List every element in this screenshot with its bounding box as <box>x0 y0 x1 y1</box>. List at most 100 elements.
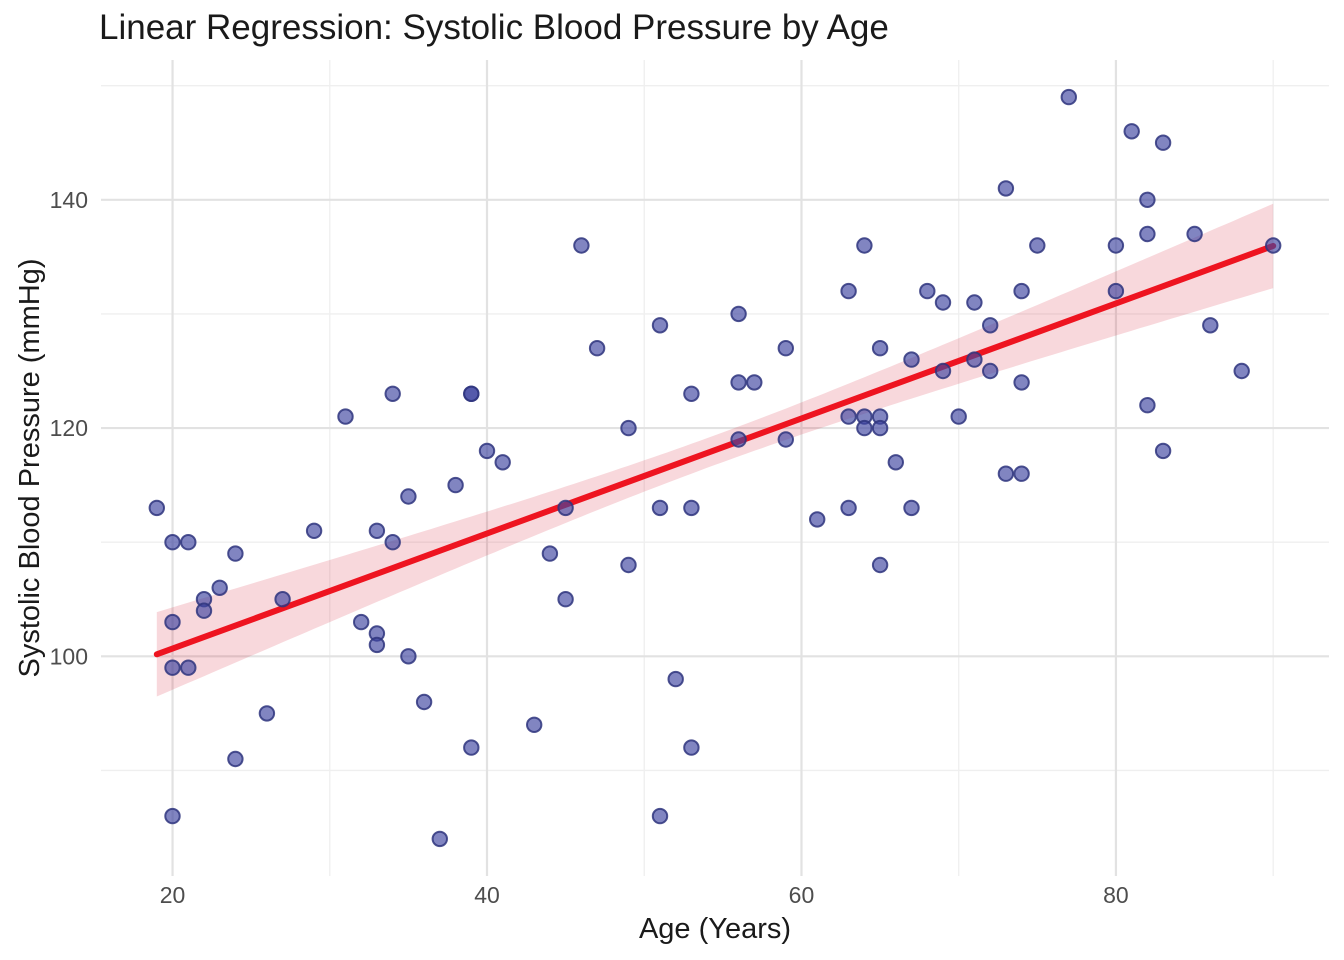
data-point <box>164 659 181 676</box>
data-point <box>447 476 464 494</box>
data-point <box>1202 317 1219 334</box>
data-point <box>651 317 669 334</box>
data-point <box>809 511 826 528</box>
data-point <box>337 408 354 425</box>
data-point <box>195 602 213 619</box>
data-point <box>180 659 197 676</box>
data-point <box>1154 134 1172 151</box>
data-point <box>1013 465 1030 482</box>
data-point <box>258 705 276 722</box>
data-point <box>368 522 386 539</box>
data-point <box>620 556 637 574</box>
data-point <box>1107 282 1125 300</box>
data-point <box>431 830 448 848</box>
data-point <box>887 454 904 471</box>
data-point <box>274 591 291 608</box>
y-axis-title: Systolic Blood Pressure (mmHg) <box>14 259 46 678</box>
chart-title: Linear Regression: Systolic Blood Pressu… <box>99 8 889 47</box>
data-point <box>164 613 181 631</box>
data-point <box>651 807 669 825</box>
data-point <box>1123 123 1140 140</box>
data-point <box>620 419 637 437</box>
y-tick-label: 120 <box>50 415 88 441</box>
data-point <box>934 294 952 311</box>
y-tick-labels: 100 120 140 <box>50 187 88 670</box>
data-point <box>777 340 794 357</box>
data-point <box>730 374 747 391</box>
data-point <box>683 739 700 756</box>
data-point <box>541 545 559 562</box>
x-tick-label: 80 <box>1103 882 1129 908</box>
data-point <box>1233 362 1250 380</box>
data-point <box>966 294 983 311</box>
data-point <box>982 362 999 380</box>
data-point <box>1107 237 1125 254</box>
data-point <box>746 374 763 391</box>
x-tick-label: 20 <box>160 882 186 908</box>
data-point <box>305 522 323 539</box>
data-point <box>777 431 794 448</box>
data-point <box>919 282 936 300</box>
data-point <box>651 499 669 517</box>
data-point <box>871 340 889 357</box>
data-point <box>478 442 496 460</box>
data-point <box>997 180 1015 197</box>
x-axis-title: Age (Years) <box>639 913 791 945</box>
data-point <box>526 716 543 733</box>
data-point <box>934 362 952 380</box>
data-point <box>1139 225 1156 243</box>
data-point <box>415 693 433 711</box>
data-point <box>400 488 417 505</box>
data-point <box>950 408 967 425</box>
data-point <box>730 305 747 323</box>
data-point <box>164 807 181 825</box>
data-point <box>997 465 1015 482</box>
data-point <box>856 237 873 254</box>
data-point <box>730 431 747 448</box>
data-point <box>227 750 244 768</box>
data-point <box>683 499 700 517</box>
data-point <box>903 499 920 517</box>
data-point <box>148 499 166 517</box>
gridlines-minor <box>101 60 1329 876</box>
x-tick-label: 60 <box>789 882 815 908</box>
data-point <box>982 317 999 334</box>
data-point <box>384 385 401 402</box>
data-point <box>494 454 511 471</box>
data-point <box>1013 282 1030 300</box>
x-tick-label: 40 <box>474 882 500 908</box>
data-point <box>1139 191 1156 209</box>
data-point <box>164 534 181 551</box>
data-point <box>871 556 889 574</box>
data-point <box>840 282 857 300</box>
data-point <box>1013 374 1030 391</box>
data-point <box>353 613 370 631</box>
data-point <box>557 499 574 517</box>
data-point <box>463 739 480 756</box>
data-point <box>856 419 873 437</box>
data-point <box>840 499 857 517</box>
data-point <box>227 545 244 562</box>
data-point <box>557 591 574 608</box>
x-tick-labels: 20 40 60 80 <box>160 882 1129 908</box>
data-point <box>573 237 590 254</box>
data-point <box>1154 442 1172 460</box>
data-point <box>211 579 228 596</box>
data-point <box>1029 237 1046 254</box>
data-point <box>368 636 386 654</box>
data-point <box>683 385 700 402</box>
data-point <box>1060 88 1078 106</box>
data-point <box>463 385 480 402</box>
gridlines-major <box>101 60 1329 876</box>
regression-line <box>153 242 1277 658</box>
data-point <box>588 340 606 357</box>
data-point <box>384 534 401 551</box>
data-point <box>1139 397 1156 414</box>
data-point <box>1265 237 1282 254</box>
data-point <box>966 351 983 368</box>
data-point <box>871 419 889 437</box>
data-point <box>180 534 197 551</box>
data-point <box>903 351 920 368</box>
